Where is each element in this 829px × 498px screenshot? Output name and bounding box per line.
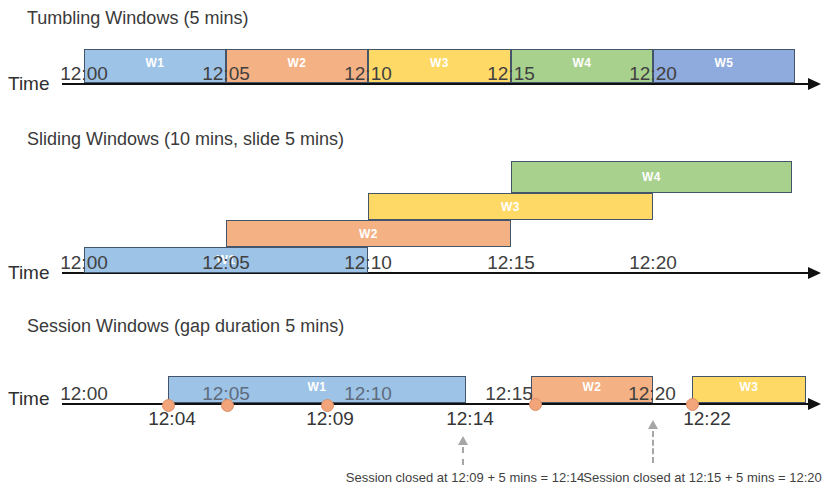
window-label: W2 bbox=[288, 56, 307, 70]
tick-12-00: 12:00 bbox=[49, 253, 119, 273]
session-close-arrow-icon bbox=[647, 420, 659, 463]
window-label: W1 bbox=[146, 56, 165, 70]
arrow-up-head-icon bbox=[458, 436, 468, 445]
event-time-label: 12:04 bbox=[137, 409, 207, 429]
session-window-w3: W3 bbox=[692, 376, 806, 403]
tick-12-10: 12:10 bbox=[333, 64, 403, 84]
window-label: W4 bbox=[573, 56, 592, 70]
window-label: W1 bbox=[308, 380, 327, 394]
arrow-up-head-icon bbox=[648, 420, 658, 429]
window-label: W3 bbox=[501, 200, 520, 214]
arrow-dashed-tail bbox=[462, 447, 464, 465]
section-title-tumbling: Tumbling Windows (5 mins) bbox=[27, 8, 248, 29]
axis-arrowhead-icon bbox=[808, 398, 821, 410]
tick-12-05: 12:05 bbox=[191, 64, 261, 84]
event-dot-icon bbox=[529, 398, 542, 411]
session-close-arrow-icon bbox=[457, 436, 469, 465]
event-dot-icon bbox=[321, 399, 334, 412]
window-label: W2 bbox=[359, 227, 378, 241]
event-dot-icon bbox=[162, 399, 175, 412]
section-title-sliding: Sliding Windows (10 mins, slide 5 mins) bbox=[27, 129, 344, 150]
event-time-label: 12:22 bbox=[672, 409, 742, 429]
tick-12-20: 12:20 bbox=[617, 384, 687, 404]
tick-12-05: 12:05 bbox=[191, 253, 261, 273]
time-axis-tumbling bbox=[62, 83, 810, 85]
window-label: W5 bbox=[715, 56, 734, 70]
event-time-label: 12:09 bbox=[295, 409, 365, 429]
event-dot-icon bbox=[686, 398, 699, 411]
tick-12-20: 12:20 bbox=[618, 253, 688, 273]
sliding-window-w4: W4 bbox=[511, 161, 792, 193]
event-dot-icon bbox=[221, 399, 234, 412]
tick-12-10: 12:10 bbox=[333, 253, 403, 273]
axis-arrowhead-icon bbox=[808, 267, 821, 279]
window-label: W3 bbox=[430, 56, 449, 70]
window-label: W4 bbox=[642, 170, 661, 184]
tick-12-00: 12:00 bbox=[49, 64, 119, 84]
tick-12-00: 12:00 bbox=[49, 384, 119, 404]
tick-12-15: 12:15 bbox=[476, 253, 546, 273]
window-label: W3 bbox=[740, 380, 759, 394]
session-close-caption-2: Session closed at 12:15 + 5 mins = 12:20 bbox=[580, 470, 825, 485]
axis-arrowhead-icon bbox=[808, 78, 821, 90]
sliding-window-w3: W3 bbox=[368, 193, 653, 220]
window-label: W2 bbox=[583, 380, 602, 394]
section-title-session: Session Windows (gap duration 5 mins) bbox=[27, 316, 344, 337]
session-close-caption-1: Session closed at 12:09 + 5 mins = 12:14 bbox=[340, 470, 590, 485]
arrow-dashed-tail bbox=[652, 431, 654, 463]
tick-12-20: 12:20 bbox=[618, 64, 688, 84]
event-time-label: 12:14 bbox=[435, 409, 505, 429]
sliding-window-w2: W2 bbox=[226, 220, 511, 247]
windowing-strategies-diagram: Tumbling Windows (5 mins) Time W1 W2 W3 … bbox=[0, 0, 829, 498]
tick-12-15: 12:15 bbox=[476, 64, 546, 84]
tick-12-10: 12:10 bbox=[333, 384, 403, 404]
